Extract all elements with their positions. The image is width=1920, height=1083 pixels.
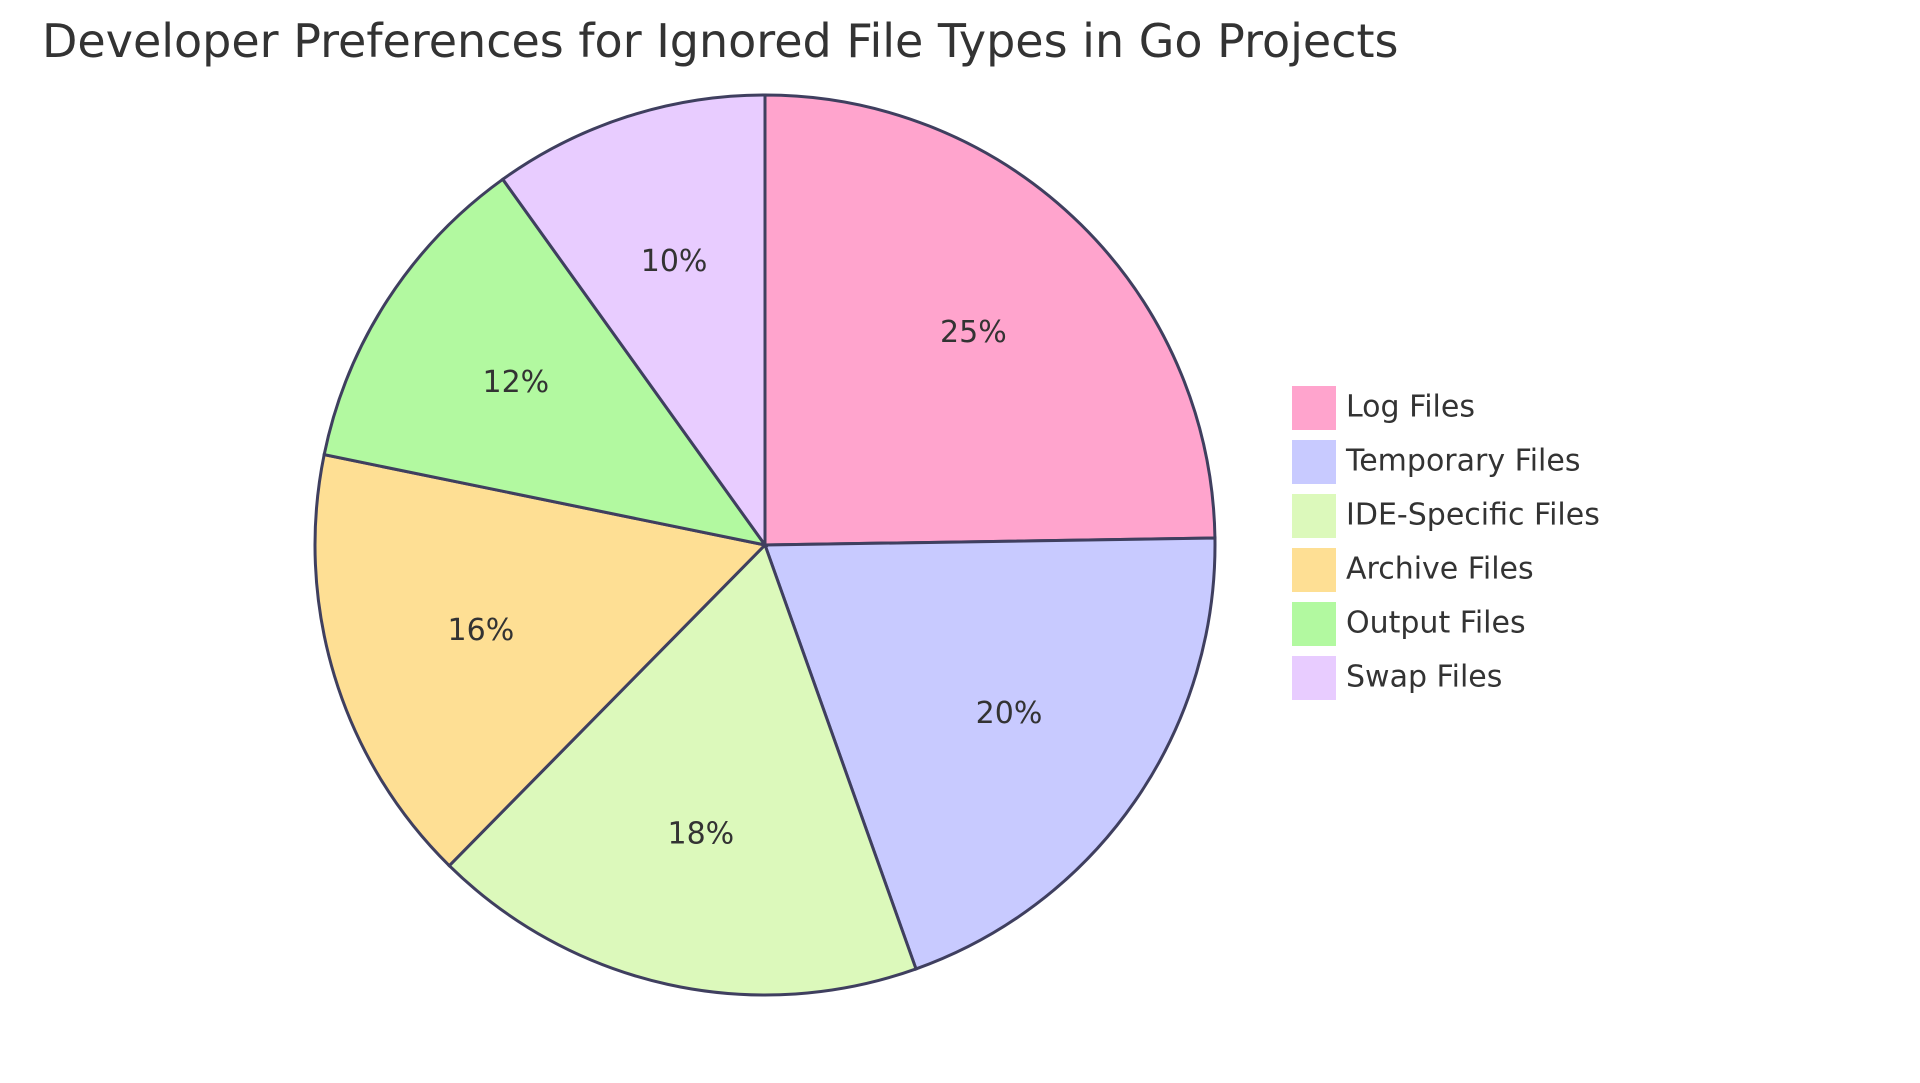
- slice-label-log-files: 25%: [940, 315, 1007, 350]
- legend-label-temporary-files: Temporary Files: [1345, 444, 1580, 479]
- pie-slice-swap-files: [500, 93, 767, 550]
- slice-label-temporary-files: 20%: [976, 696, 1043, 731]
- legend-label-archive-files: Archive Files: [1346, 552, 1534, 587]
- pie-slice-output-files: [322, 177, 769, 548]
- pie-slice-temporary-files: [762, 536, 1217, 971]
- chart-title: Developer Preferences for Ignored File T…: [42, 14, 1398, 68]
- slice-label-archive-files: 16%: [448, 613, 515, 648]
- legend-swatch-swap-files: [1292, 656, 1336, 700]
- legend-swatch-ide-specific-files: [1292, 494, 1336, 538]
- legend-swatch-log-files: [1292, 386, 1336, 430]
- legend-swatch-output-files: [1292, 602, 1336, 646]
- pie-slice-log-files: [763, 93, 1217, 547]
- pie-slice-archive-files: [313, 452, 769, 868]
- pie-slice-ide-specific-files: [447, 542, 918, 997]
- legend-swatch-temporary-files: [1292, 440, 1336, 484]
- slice-label-swap-files: 10%: [641, 244, 708, 279]
- legend-label-swap-files: Swap Files: [1346, 660, 1502, 695]
- legend-swatch-archive-files: [1292, 548, 1336, 592]
- legend-label-output-files: Output Files: [1346, 606, 1526, 641]
- legend-label-log-files: Log Files: [1346, 390, 1475, 425]
- pie-slices: [313, 93, 1217, 997]
- chart-legend: Log Files Temporary Files IDE-Specific Fil…: [1292, 386, 1600, 700]
- pie-slice-labels: 25% 20% 18% 16% 12% 10%: [448, 244, 1043, 852]
- legend-label-ide-specific-files: IDE-Specific Files: [1346, 498, 1600, 533]
- slice-label-ide-specific-files: 18%: [667, 816, 734, 851]
- slice-label-output-files: 12%: [482, 365, 549, 400]
